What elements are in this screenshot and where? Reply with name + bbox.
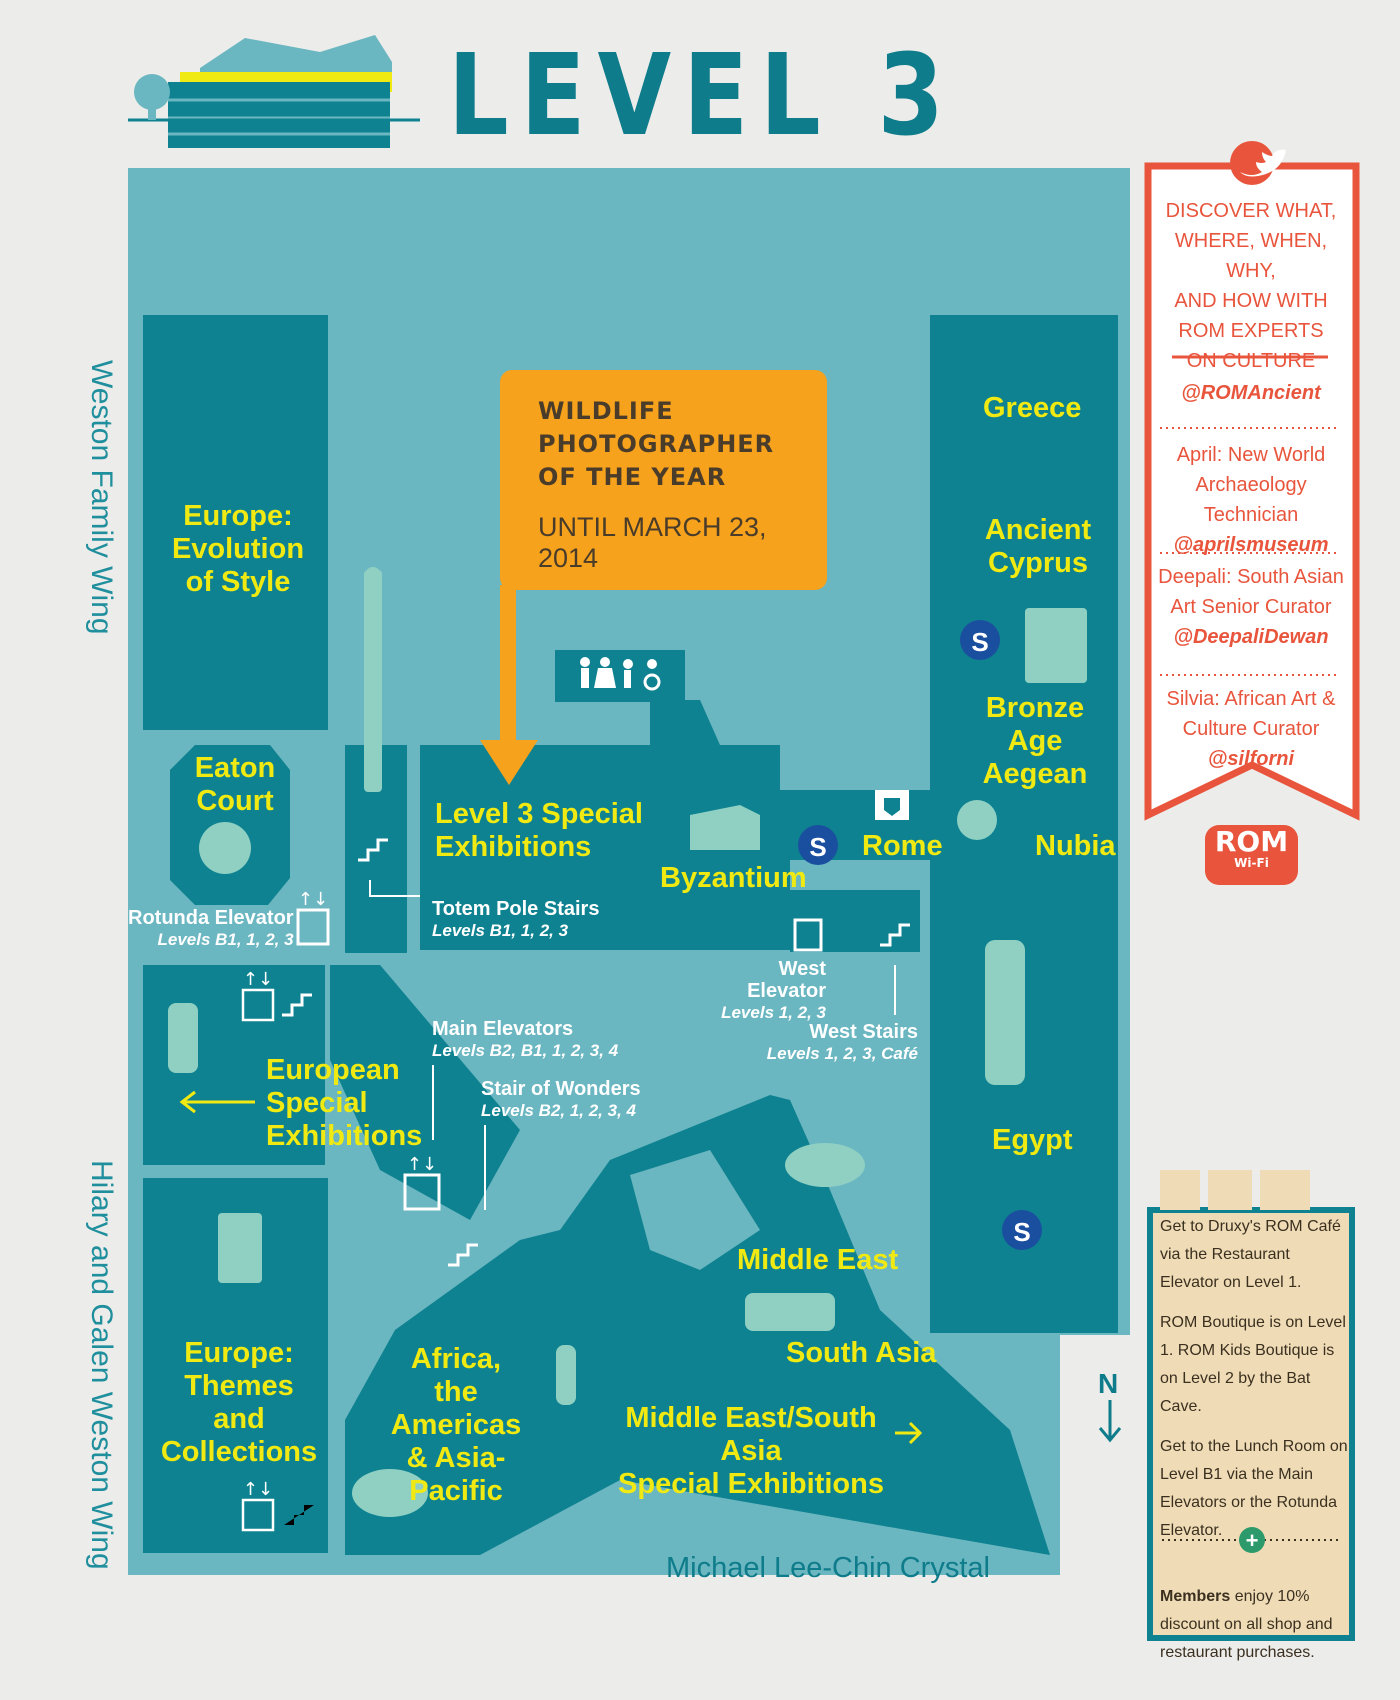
gift-icon (1208, 1170, 1252, 1210)
gallery-label-bronze-age[interactable]: Bronze Age Aegean (982, 692, 1088, 790)
security-s-icon: S (1002, 1210, 1042, 1250)
label-west-stairs: West Stairs Levels 1, 2, 3, Café (766, 1021, 918, 1063)
wing-label-crystal: Michael Lee-Chin Crystal (666, 1552, 990, 1584)
plus-icon (1239, 1527, 1265, 1553)
info-panel-frame: + (1147, 1170, 1355, 1641)
gallery-label-egypt[interactable]: Egypt (992, 1124, 1073, 1156)
info-boutique: ROM Boutique is on Level 1. ROM Kids Bou… (1160, 1314, 1346, 1415)
totem-pole-icon (364, 567, 382, 792)
callout-title: WILDLIFE PHOTOGRAPHER OF THE YEAR (538, 397, 775, 491)
svg-text:↑↓: ↑↓ (243, 1479, 273, 1500)
svg-text:+: + (1246, 1528, 1259, 1553)
twitter-bird-icon (1240, 149, 1286, 177)
twitter-panel-frame (1144, 141, 1360, 885)
exhibition-callout[interactable]: WILDLIFE PHOTOGRAPHER OF THE YEAR UNTIL … (500, 370, 827, 590)
info-panel: Get to Druxy's ROM Café via the Restaura… (1160, 1213, 1348, 1679)
artifact-icons (168, 608, 1087, 1517)
gallery-label-european-special[interactable]: European Special Exhibitions (266, 1054, 423, 1152)
tree-icon (134, 74, 170, 120)
accessible-icon: ↑↓ (241, 969, 312, 1022)
stairs-icon (880, 923, 910, 947)
elevator-icon: ↑↓ (403, 1154, 441, 1211)
gallery-label-middle-east[interactable]: Middle East (737, 1244, 899, 1276)
gallery-label-greece[interactable]: Greece (983, 392, 1082, 424)
label-stair-of-wonders: Stair of Wonders Levels B2, 1, 2, 3, 4 (481, 1078, 641, 1120)
crystal-light-cut (630, 1150, 760, 1270)
fork-knife-icon (1160, 1170, 1200, 1210)
twitter-expert-april[interactable]: April: New World Archaeology Technician … (1173, 444, 1329, 556)
label-totem-stairs: Totem Pole Stairs Levels B1, 1, 2, 3 (432, 898, 600, 940)
svg-text:S: S (971, 627, 988, 657)
gallery-label-level3-special[interactable]: Level 3 Special Exhibitions (435, 798, 643, 863)
info-members: Members enjoy 10% discount on all shop a… (1160, 1588, 1333, 1661)
label-main-elevators: Main Elevators Levels B2, B1, 1, 2, 3, 4 (432, 1018, 619, 1060)
security-s-icon: S (960, 620, 1000, 660)
gallery-label-europe-evolution[interactable]: Europe: Evolution of Style (171, 500, 305, 598)
gallery-label-nubia[interactable]: Nubia (1035, 830, 1116, 862)
north-label: N (1098, 1368, 1119, 1399)
gallery-label-me-sa-special[interactable]: Middle East/South Asia Special Exhibition… (618, 1402, 884, 1500)
svg-text:↑↓: ↑↓ (407, 1154, 437, 1175)
first-aid-icon (875, 790, 909, 820)
stairs-icon (448, 1243, 478, 1267)
stairs-icon (358, 838, 388, 862)
gallery-label-ancient-cyprus[interactable]: Ancient Cyprus (984, 514, 1092, 579)
north-arrow-icon (1098, 1400, 1122, 1443)
gallery-label-africa[interactable]: Africa, the Americas & Asia-Pacific (390, 1343, 522, 1507)
svg-text:S: S (1013, 1217, 1030, 1247)
info-lunch: Get to the Lunch Room on Level B1 via th… (1160, 1438, 1348, 1539)
label-west-elevator: West Elevator Levels 1, 2, 3 (721, 958, 826, 1022)
gallery-label-eaton-court[interactable]: Eaton Court (194, 752, 276, 817)
wing-label-weston-family: Weston Family Wing (85, 360, 118, 635)
diagonal-corridor (330, 965, 520, 1220)
building-icon (128, 35, 420, 148)
gallery-label-south-asia[interactable]: South Asia (786, 1337, 937, 1369)
washroom-icon (580, 657, 661, 691)
gallery-label-europe-themes[interactable]: Europe: Themes and Collections (160, 1337, 318, 1468)
twitter-intro: DISCOVER WHAT, WHERE, WHEN, WHY, AND HOW… (1165, 200, 1337, 372)
twitter-handle-main[interactable]: @ROMAncient (1181, 382, 1321, 404)
callout-arrow (500, 585, 516, 753)
washroom-block (555, 650, 685, 702)
svg-text:↑↓: ↑↓ (298, 889, 328, 910)
page-title: LEVEL 3 (448, 31, 956, 161)
svg-text:↑↓: ↑↓ (243, 969, 273, 990)
exit-arrow-icon (179, 1090, 923, 1445)
label-rotunda-elevator: Rotunda Elevator Levels B1, 1, 2, 3 (128, 907, 294, 949)
twitter-expert-deepali[interactable]: Deepali: South Asian Art Senior Curator … (1158, 566, 1344, 648)
leader-lines (369, 880, 896, 1210)
accessible-icon: ↑↓ (241, 1479, 314, 1532)
elevator-icon (793, 918, 823, 952)
rom-wifi-badge: ROM Wi-Fi (1214, 825, 1289, 871)
callout-arrowhead (480, 740, 538, 785)
callout-dates: UNTIL MARCH 23, 2014 (538, 512, 767, 573)
crystal-galleries (345, 1095, 1050, 1555)
gallery-label-byzantium[interactable]: Byzantium (660, 862, 807, 894)
wing-label-hilary-galen: Hilary and Galen Weston Wing (85, 1160, 118, 1570)
gallery-label-rome[interactable]: Rome (862, 830, 943, 862)
security-s-icon: S (798, 825, 838, 865)
shop-icon (1260, 1170, 1310, 1210)
twitter-expert-silvia[interactable]: Silvia: African Art & Culture Curator @s… (1166, 688, 1336, 770)
gallery-europe-evolution (143, 315, 328, 730)
elevator-icon: ↑↓ (296, 889, 330, 946)
svg-text:S: S (809, 832, 826, 862)
info-cafe: Get to Druxy's ROM Café via the Restaura… (1160, 1218, 1341, 1291)
